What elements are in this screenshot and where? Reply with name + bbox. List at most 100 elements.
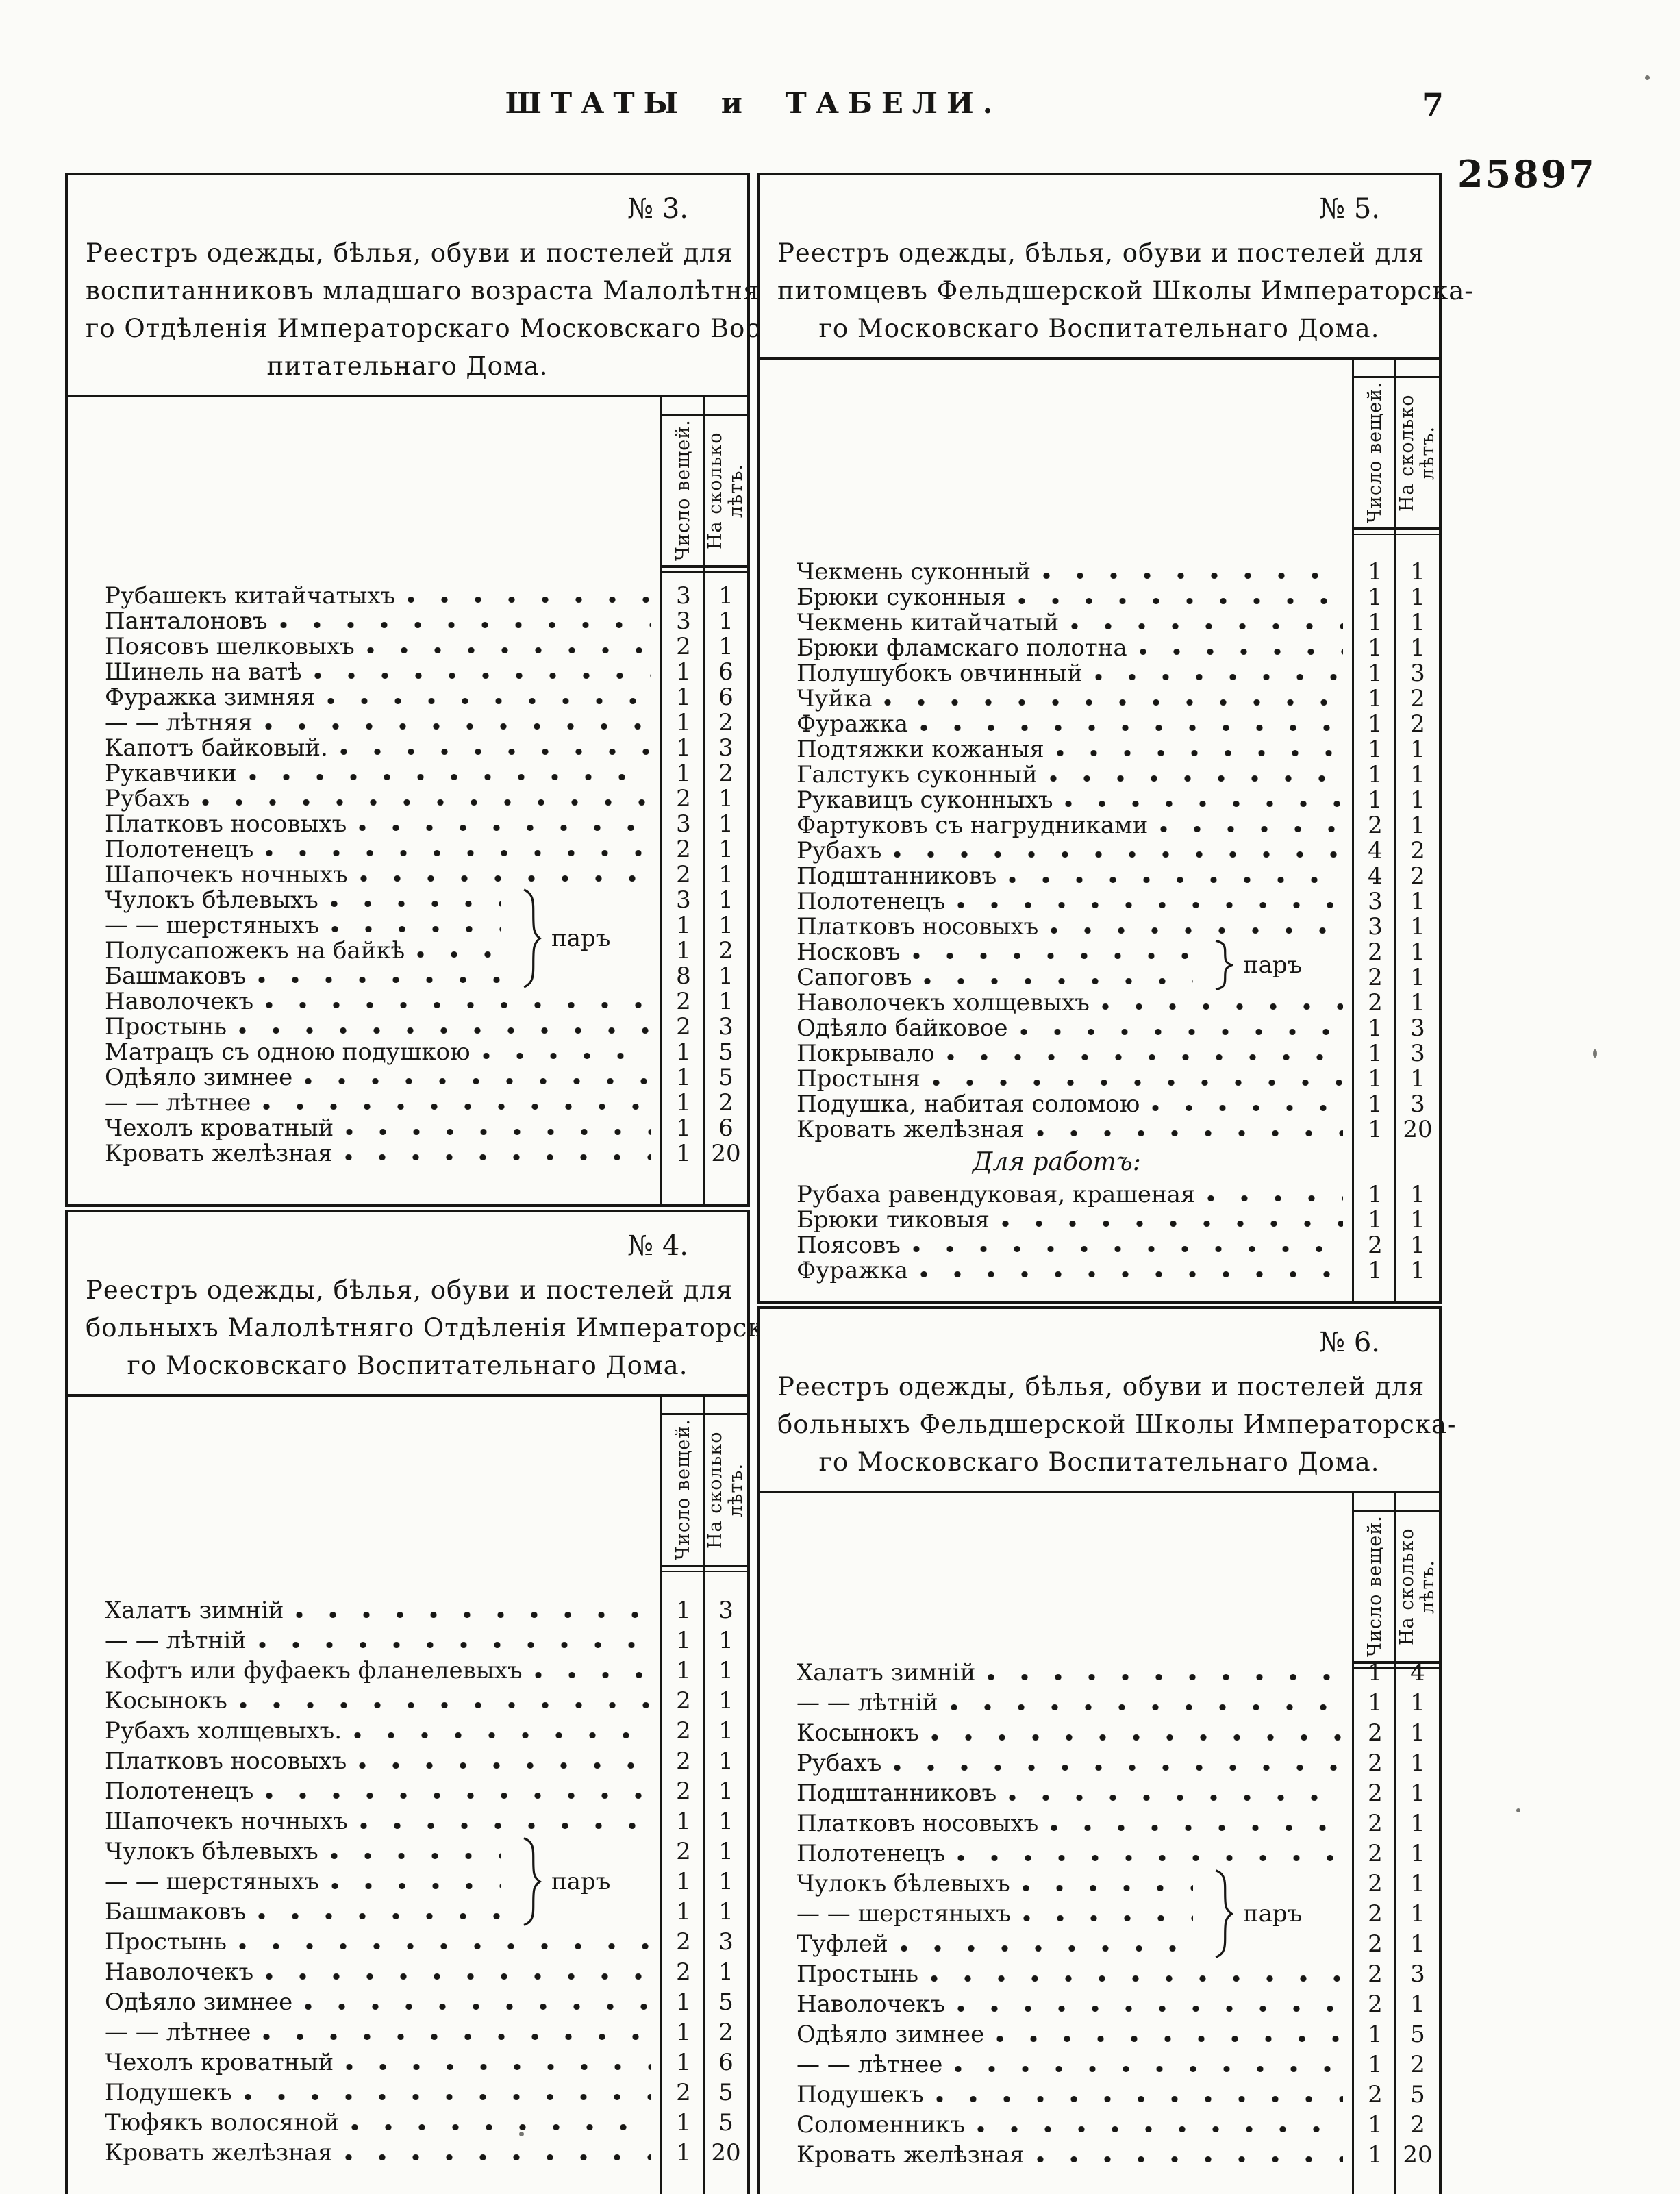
item-label: Тюфякъ волосяной	[105, 2109, 339, 2136]
dot-leader	[331, 1883, 501, 1890]
dot-leader	[331, 926, 501, 933]
years-value: 1	[718, 962, 734, 990]
table-row: — — шерстяныхъ 2 1	[760, 1899, 1439, 1929]
qty-value: 2	[676, 1928, 691, 1956]
years-value: 3	[1410, 1090, 1425, 1118]
item-label: — — лѣтняя	[105, 709, 253, 736]
years-value: 3	[1410, 1960, 1425, 1988]
table-row: Рубахъ 4 2	[760, 838, 1439, 864]
dot-leader	[900, 1945, 1193, 1952]
table-row: Кровать желѣзная 1 20	[760, 1117, 1439, 1143]
item-label: Подушекъ	[105, 2079, 232, 2106]
register-title-line: питомцевъ Фельдшерской Школы Императорск…	[777, 276, 1474, 306]
dot-leader	[258, 977, 501, 984]
item-label: Матрацъ съ одною подушкою	[105, 1038, 471, 1066]
qty-value: 1	[1368, 2141, 1383, 2169]
years-value: 2	[718, 937, 734, 964]
qty-value: 1	[1368, 710, 1383, 738]
column-rule	[1394, 1493, 1396, 2194]
dot-leader	[346, 1129, 651, 1136]
table-row: Туфлей 2 1	[760, 1929, 1439, 1959]
dot-leader	[360, 1823, 651, 1830]
dot-leader	[1051, 1825, 1343, 1832]
table-row: Простынь 2 3	[68, 1014, 747, 1040]
item-label: Кровать желѣзная	[797, 1116, 1025, 1143]
years-value: 1	[1410, 1749, 1425, 1777]
dot-leader	[1049, 775, 1343, 782]
column-rule	[660, 1397, 662, 2194]
item-label: Халатъ зимній	[105, 1597, 284, 1624]
years-value: 1	[1410, 1232, 1425, 1259]
years-value: 1	[1410, 1991, 1425, 2018]
qty-value: 1	[1368, 2021, 1383, 2048]
table-row: Соломенникъ 1 2	[760, 2110, 1439, 2140]
item-label: Чулокъ бѣлевыхъ	[105, 1838, 318, 1865]
qty-value: 2	[1368, 938, 1383, 966]
table-row: Подтяжки кожаныя 1 1	[760, 737, 1439, 762]
qty-value: 2	[676, 836, 691, 863]
table-row: Покрывало 1 3	[760, 1041, 1439, 1067]
qty-value: 2	[1368, 1749, 1383, 1777]
table-row: Подштанниковъ 2 1	[760, 1778, 1439, 1808]
years-value: 5	[718, 2109, 734, 2136]
years-value: 1	[1410, 1780, 1425, 1807]
table-row: Одѣяло зимнее 1 5	[68, 1065, 747, 1090]
qty-value: 1	[1368, 1116, 1383, 1143]
dot-leader	[305, 1078, 651, 1085]
qty-value: 2	[676, 633, 691, 660]
pairs-brace: паръ	[1213, 940, 1302, 990]
table-row: Рукавицъ суконныхъ 1 1	[760, 788, 1439, 813]
years-value: 1	[1410, 888, 1425, 915]
dot-leader	[936, 2096, 1343, 2103]
dot-leader	[912, 953, 1193, 960]
qty-value: 1	[676, 1657, 691, 1684]
table-row: Кофтъ или фуфаекъ фланелевыхъ 1 1	[68, 1656, 747, 1686]
item-label: Рукавицъ суконныхъ	[797, 786, 1053, 814]
qty-value: 1	[676, 1038, 691, 1066]
item-label: Рубахъ	[797, 837, 882, 864]
years-value: 1	[1410, 1206, 1425, 1234]
dot-leader	[996, 2036, 1343, 2043]
table-row: Простынь 2 3	[760, 1959, 1439, 1989]
item-label: Капотъ байковый.	[105, 734, 328, 762]
register-number: № 3.	[627, 193, 688, 225]
dot-leader	[263, 2034, 651, 2041]
dot-leader	[263, 1104, 651, 1110]
years-value: 2	[718, 760, 734, 787]
years-value: 1	[1410, 1810, 1425, 1837]
table-row: — — лѣтнее 1 2	[68, 1090, 747, 1116]
qty-value: 2	[1368, 1991, 1383, 2018]
dot-leader	[346, 2064, 651, 2071]
register-title-line: Реестръ одежды, бѣлья, обуви и постелей …	[86, 238, 734, 268]
table-row: Одѣяло зимнее 1 5	[760, 2019, 1439, 2049]
register-title-line: го Московскаго Воспитательнаго Дома.	[818, 1447, 1380, 1477]
table-row: Матрацъ съ одною подушкою 1 5	[68, 1040, 747, 1065]
qty-value: 1	[676, 1868, 691, 1895]
dot-leader	[1023, 1915, 1193, 1922]
qty-value: 1	[676, 912, 691, 939]
dot-leader	[417, 951, 501, 958]
column-headers: Число вещей. На сколько лѣтъ.	[1353, 1510, 1439, 1669]
item-label: Наволочекъ	[797, 1991, 946, 2018]
pairs-brace: паръ	[521, 1836, 610, 1927]
dot-leader	[359, 825, 651, 832]
item-label: Косынокъ	[105, 1687, 227, 1715]
dot-leader	[265, 723, 651, 730]
item-label: Соломенникъ	[797, 2111, 965, 2139]
qty-value: 2	[1368, 1930, 1383, 1958]
table-row: Рубахъ холщевыхъ. 2 1	[68, 1716, 747, 1746]
dot-leader	[340, 749, 651, 756]
qty-value: 2	[1368, 812, 1383, 839]
dot-leader	[1094, 674, 1343, 681]
qty-value: 1	[676, 1064, 691, 1091]
years-value: 1	[718, 810, 734, 838]
dot-leader	[351, 2124, 651, 2131]
years-value: 5	[718, 1064, 734, 1091]
years-value: 5	[1410, 2081, 1425, 2108]
table-row: Одѣяло байковое 1 3	[760, 1016, 1439, 1041]
table-row: Одѣяло зимнее 1 5	[68, 1987, 747, 2017]
table-row: Полушубокъ овчинный 1 3	[760, 661, 1439, 686]
qty-value: 1	[676, 2049, 691, 2076]
years-value: 3	[1410, 1014, 1425, 1042]
years-value: 1	[718, 1808, 734, 1835]
